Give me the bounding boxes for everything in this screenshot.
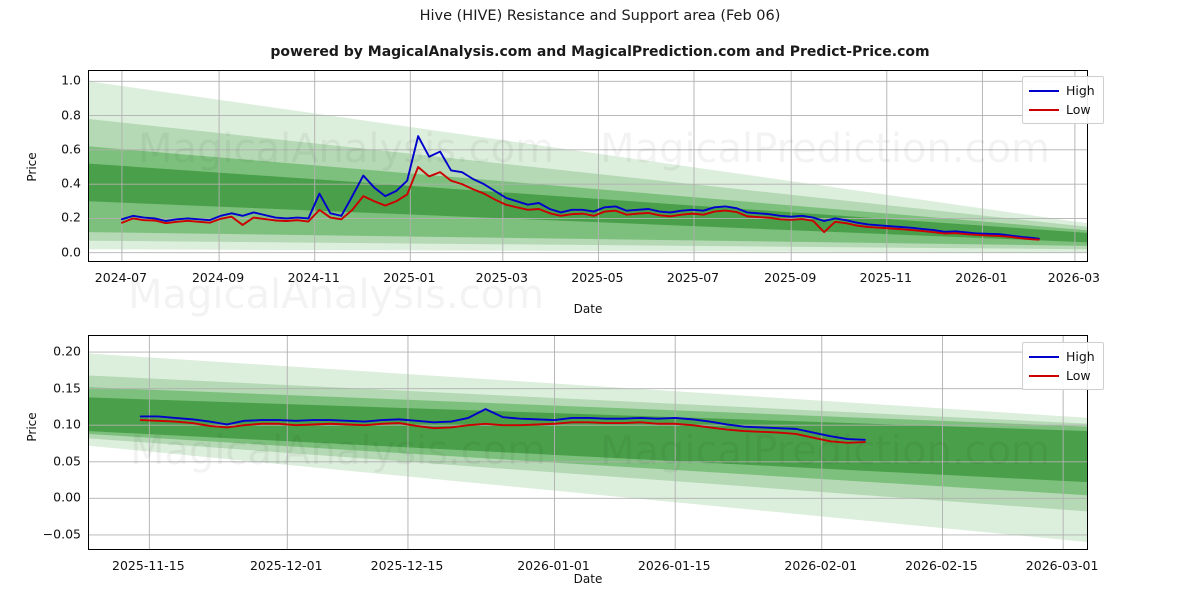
y-tick-label: −0.05 [42,526,81,542]
legend-item-high[interactable]: High [1029,81,1095,100]
x-tick-label: 2026-01-01 [517,558,590,573]
y-tick-label: 0.20 [53,343,81,359]
x-tick-label: 2024-09 [191,270,245,285]
bottom-chart-panel: Price −0.05 0.00 0.05 0.10 0.15 0.20 2025-11-1… [0,320,1200,600]
legend-item-low[interactable]: Low [1029,366,1095,385]
x-tick-label: 2026-03 [1047,270,1101,285]
y-tick-label: 0.10 [53,416,81,432]
y-tick-label: 1.0 [61,72,81,88]
top-chart-panel: Price 0.0 0.2 0.4 0.6 0.8 1.0 2024-07 2024-09 20… [25,70,1104,318]
x-tick-label: 2025-12-01 [249,558,323,573]
page-subtitle: powered by MagicalAnalysis.com and Magic… [270,44,930,60]
x-tick-label: 2026-02-01 [784,558,858,573]
x-tick-label: 2026-01 [955,270,1008,285]
x-tick-label: 2025-03 [475,270,528,285]
legend-swatch-high [1029,355,1059,358]
x-tick-label: 2025-07 [666,270,720,285]
legend-swatch-high [1029,89,1059,92]
legend-label: Low [1066,368,1091,383]
legend-swatch-low [1029,374,1059,377]
legend-label: Low [1066,102,1091,117]
bottom-chart-plot-area [88,335,1088,550]
y-tick-label: 0.0 [61,244,81,260]
y-tick-label: 0.2 [61,209,81,225]
y-tick-label: 0.8 [61,107,81,123]
page-title: Hive (HIVE) Resistance and Support area … [419,8,781,24]
y-tick-label: 0.00 [53,489,81,505]
bottom-chart-xlabel: Date [573,572,603,586]
legend-label: High [1066,83,1095,98]
x-tick-label: 2025-11-15 [112,558,185,573]
y-tick-label: 0.4 [61,175,81,191]
band-core [89,397,1087,483]
x-tick-label: 2025-09 [764,270,817,285]
series-line-high [139,408,866,441]
y-tick-label: 0.6 [61,141,81,157]
top-chart-svg [89,71,1087,261]
x-tick-label: 2025-12-15 [370,558,444,573]
series-line-high [120,135,1040,240]
top-chart-plot-area [88,70,1088,262]
x-tick-label: 2024-07 [94,270,148,285]
x-tick-label: 2026-01-15 [637,558,711,573]
x-tick-label: 2025-11 [859,270,912,285]
y-tick-label: 0.05 [53,453,81,469]
legend-item-low[interactable]: Low [1029,100,1095,119]
bottom-chart-legend[interactable]: High Low [1022,342,1104,390]
top-chart-xlabel: Date [573,302,603,316]
bottom-chart-svg [89,336,1087,549]
legend-swatch-low [1029,108,1059,111]
legend-label: High [1066,349,1095,364]
x-tick-label: 2025-01 [383,270,436,285]
series-line-low [120,166,1040,241]
x-tick-label: 2026-03-01 [1025,558,1099,573]
y-tick-label: 0.15 [53,380,81,396]
series-line-low [139,419,866,444]
x-tick-label: 2025-05 [571,270,624,285]
top-chart-legend[interactable]: High Low [1022,76,1104,124]
x-tick-label: 2026-02-15 [905,558,978,573]
x-tick-label: 2024-11 [287,270,340,285]
legend-item-high[interactable]: High [1029,347,1095,366]
